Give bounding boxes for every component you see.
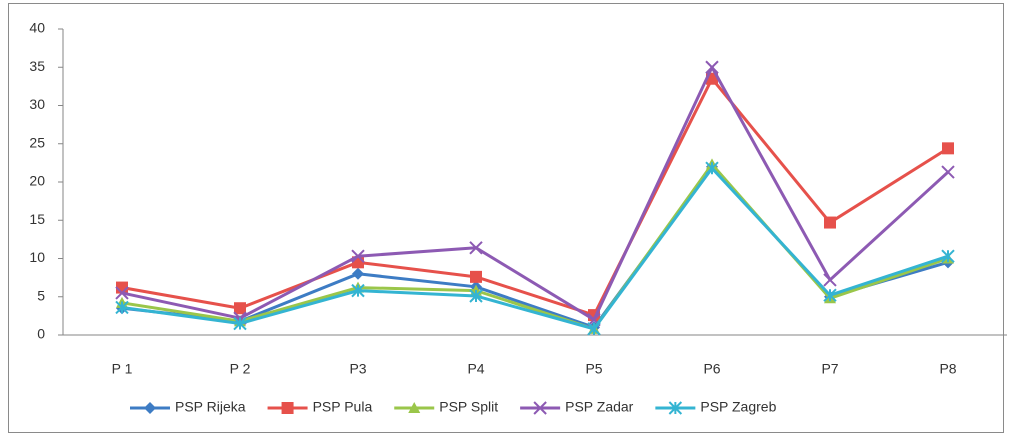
x-tick-label: P7	[821, 361, 838, 377]
x-tick-label: P8	[939, 361, 956, 377]
marker	[533, 401, 547, 415]
x-tick-label: P 1	[112, 361, 133, 377]
marker	[281, 402, 294, 414]
series-line	[121, 166, 949, 331]
marker	[470, 270, 482, 283]
marker	[233, 316, 247, 331]
marker	[408, 402, 421, 413]
marker	[587, 322, 601, 336]
marker	[705, 60, 719, 74]
marker	[352, 267, 364, 280]
legend-label: PSP Pula	[313, 399, 373, 415]
y-tick-label: 40	[29, 20, 45, 36]
marker	[823, 273, 837, 287]
y-tick-label: 35	[29, 58, 45, 74]
marker	[469, 241, 483, 255]
marker	[115, 286, 129, 300]
y-tick-label: 30	[29, 96, 45, 112]
y-tick-label: 0	[37, 326, 45, 342]
marker	[941, 249, 955, 263]
y-tick-label: 20	[29, 173, 45, 189]
marker	[941, 165, 955, 179]
marker	[705, 161, 719, 175]
chart-frame	[8, 3, 1004, 433]
marker	[824, 216, 836, 229]
x-tick-label: P5	[585, 361, 602, 377]
y-tick-label: 10	[29, 249, 45, 265]
legend-label: PSP Zadar	[565, 399, 634, 415]
y-tick-label: 5	[37, 287, 45, 303]
x-tick-label: P6	[703, 361, 720, 377]
marker	[234, 302, 246, 315]
marker	[469, 289, 483, 303]
x-tick-label: P3	[349, 361, 366, 377]
marker	[823, 288, 837, 302]
marker	[144, 402, 156, 414]
marker	[351, 283, 365, 298]
series-line	[121, 77, 949, 317]
legend-label: PSP Split	[439, 399, 498, 415]
legend-label: PSP Zagreb	[700, 399, 776, 415]
x-tick-label: P 2	[230, 361, 251, 377]
y-tick-label: 25	[29, 134, 45, 150]
series-line	[121, 65, 950, 322]
marker	[351, 249, 365, 263]
y-tick-label: 15	[29, 211, 45, 227]
legend-label: PSP Rijeka	[175, 399, 246, 415]
marker	[668, 401, 683, 415]
x-tick-label: P4	[467, 361, 484, 377]
marker	[942, 142, 954, 155]
marker	[115, 300, 129, 315]
